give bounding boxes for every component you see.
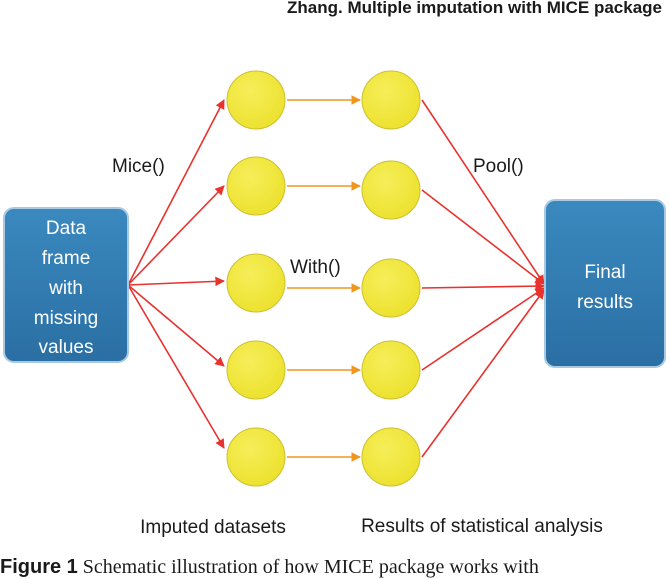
mice-arrow-3 [127, 276, 225, 287]
imputed-dataset-node-1 [226, 70, 286, 130]
with-arrows [287, 95, 361, 462]
mice-arrow-2 [127, 185, 225, 286]
figure-caption: Figure 1 Schematic illustration of how M… [0, 556, 670, 579]
result-node-2 [361, 160, 421, 220]
data-frame-box: Data frame with missing values [3, 207, 129, 363]
result-node-5 [361, 427, 421, 487]
data-frame-label-line-1: Data [46, 218, 87, 239]
with-step-label: With() [290, 257, 341, 278]
imputed-dataset-node-5 [226, 427, 286, 487]
results-column [361, 70, 421, 487]
pool-arrow-4 [421, 287, 545, 371]
imputed-dataset-node-3 [226, 253, 286, 313]
pool-step-label: Pool() [473, 156, 524, 177]
final-results-label-line-1: Final [584, 262, 625, 283]
running-header: Zhang. Multiple imputation with MICE pac… [287, 0, 662, 17]
pool-arrow-3 [421, 281, 545, 291]
mice-arrows [127, 99, 225, 449]
result-node-4 [361, 340, 421, 400]
data-frame-label-line-5: values [39, 337, 94, 358]
mice-arrow-1 [127, 99, 225, 286]
pool-arrows [421, 99, 545, 458]
results-label: Results of statistical analysis [361, 516, 603, 537]
result-node-1 [361, 70, 421, 130]
figure-caption-text: Schematic illustration of how MICE packa… [77, 556, 539, 578]
figure-caption-label: Figure 1 [0, 556, 78, 578]
imputed-datasets-column [226, 70, 286, 487]
imputed-dataset-node-4 [226, 340, 286, 400]
final-results-box: Final results [544, 199, 666, 368]
pool-arrow-5 [421, 289, 545, 458]
imputed-dataset-node-2 [226, 156, 286, 216]
final-results-label-line-2: results [577, 292, 633, 313]
data-frame-label-line-4: missing [34, 308, 98, 329]
data-frame-label-line-3: with [48, 278, 83, 299]
mice-arrow-5 [127, 284, 225, 449]
pool-arrow-1 [421, 99, 545, 285]
mice-arrow-4 [127, 284, 225, 367]
data-frame-label-line-2: frame [42, 248, 91, 269]
mice-step-label: Mice() [112, 156, 165, 177]
imputed-datasets-label: Imputed datasets [140, 517, 286, 538]
pool-arrow-2 [421, 189, 545, 285]
result-node-3 [361, 258, 421, 318]
